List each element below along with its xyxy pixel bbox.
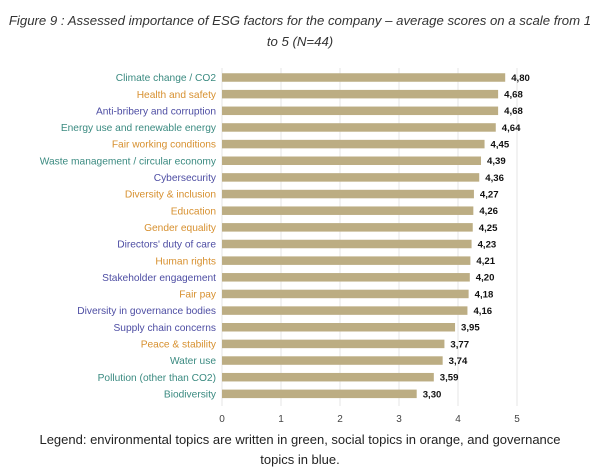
category-label-6: Waste management / circular economy [40,156,217,167]
category-label-10: Gender equality [144,223,217,234]
legend-line-2: topics in blue. [260,452,340,467]
bar-13 [222,273,470,282]
value-label-17: 3,77 [450,339,469,350]
x-tick-label-1: 1 [278,414,284,425]
x-tick-label-5: 5 [514,414,520,425]
category-label-2: Health and safety [137,90,217,101]
category-label-15: Diversity in governance bodies [77,306,216,317]
value-label-2: 4,68 [504,90,523,101]
bar-8 [222,189,474,199]
x-tick-label-2: 2 [337,414,343,425]
category-label-7: Cybersecurity [154,173,217,184]
value-label-5: 4,45 [491,140,510,151]
chart-title-line-1: Figure 9 : Assessed importance of ESG fa… [8,13,592,28]
value-label-14: 4,18 [475,289,494,300]
bar-11 [222,239,472,249]
bar-20 [222,389,417,399]
x-tick-label-0: 0 [219,414,225,425]
bar-15 [222,306,468,315]
value-label-16: 3,95 [461,323,480,334]
chart-title: Figure 9 : Assessed importance of ESG fa… [0,10,600,52]
category-label-12: Human rights [155,256,216,267]
category-label-4: Energy use and renewable energy [61,123,217,134]
chart-title-line-2: to 5 (N=44) [266,34,334,49]
category-label-11: Directors' duty of care [117,240,216,251]
value-label-11: 4,23 [478,239,497,250]
category-label-1: Climate change / CO2 [116,73,217,84]
bar-16 [222,323,456,332]
value-label-1: 4,80 [511,73,530,84]
value-label-6: 4,39 [487,156,506,167]
category-label-3: Anti-bribery and corruption [96,106,216,117]
bar-19 [222,372,434,382]
bar-2 [222,89,499,99]
value-label-8: 4,27 [480,189,499,200]
category-label-8: Diversity & inclusion [125,190,216,201]
value-label-7: 4,36 [485,173,504,184]
bar-10 [222,223,473,232]
category-label-17: Peace & stability [141,340,217,351]
value-label-18: 3,74 [449,356,468,367]
category-label-14: Fair pay [179,290,217,301]
x-tick-label-3: 3 [396,414,402,425]
bar-3 [222,106,499,116]
x-tick-label-4: 4 [455,414,461,425]
category-label-13: Stakeholder engagement [102,273,216,284]
bar-7 [222,173,480,182]
bar-9 [222,206,474,215]
bar-chart: 0 1 2 3 4 5 Climate change / CO2 4,80 Health and… [40,68,530,425]
value-label-15: 4,16 [473,306,492,317]
value-label-10: 4,25 [479,223,498,234]
legend-note: Legend: environmental topics are written… [0,430,600,470]
bar-17 [222,339,445,349]
bar-6 [222,156,482,165]
bar-18 [222,356,443,365]
value-label-20: 3,30 [423,389,442,400]
bar-1 [222,73,506,82]
bar-12 [222,256,471,265]
bar-4 [222,123,496,132]
value-label-4: 4,64 [502,123,521,134]
value-label-9: 4,26 [479,206,498,217]
value-label-19: 3,59 [440,373,459,384]
bar-14 [222,289,469,299]
category-label-18: Water use [170,356,216,367]
category-label-20: Biodiversity [164,389,217,400]
value-label-3: 4,68 [504,106,523,117]
category-label-5: Fair working conditions [112,140,216,151]
category-label-9: Education [171,206,216,217]
value-label-13: 4,20 [476,273,495,284]
value-label-12: 4,21 [476,256,495,267]
category-label-16: Supply chain concerns [113,323,216,334]
category-label-19: Pollution (other than CO2) [98,373,216,384]
legend-line-1: Legend: environmental topics are written… [39,432,561,447]
bar-5 [222,139,485,149]
